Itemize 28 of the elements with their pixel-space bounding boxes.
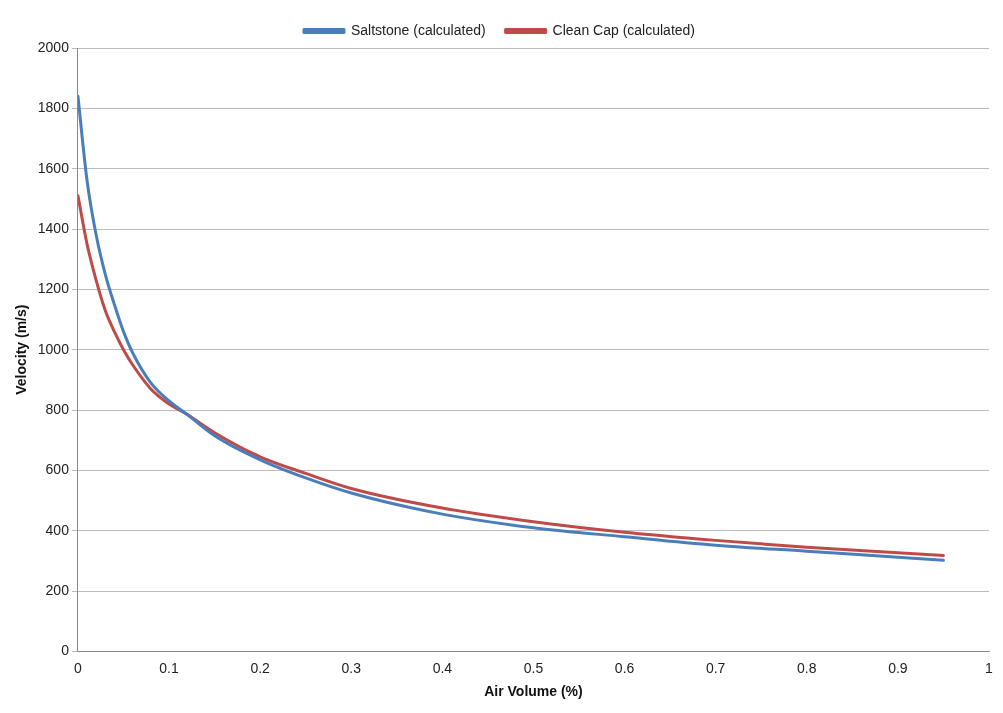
y-tick-label: 1800 [37,99,70,116]
line-series [77,194,945,557]
x-tick-label: 0.6 [614,659,635,676]
y-tick-label: 1400 [37,219,70,236]
y-tick-label: 600 [45,461,70,478]
y-tick-label: 400 [45,521,70,538]
y-tick-label: 800 [45,400,70,417]
x-tick-label: 0.7 [705,659,726,676]
x-tick-label: 0.3 [341,659,362,676]
x-tick-label: 1 [985,659,994,676]
legend-label: Clean Cap (calculated) [552,21,696,38]
x-tick-label: 0.2 [250,659,271,676]
x-tick-label: 0.1 [159,659,179,676]
y-tick-label: 1600 [37,159,70,176]
y-tick-label: 2000 [37,38,70,55]
x-tick-label: 0.4 [432,659,453,676]
y-tick-label: 1000 [37,340,70,357]
x-axis-title: Air Volume (%) [484,683,583,700]
x-tick-label: 0.9 [888,659,908,676]
line-series [77,94,945,562]
x-tick-label: 0.5 [523,659,544,676]
legend-label: Saltstone (calculated) [350,21,486,38]
y-tick-label: 0 [61,642,70,659]
y-axis-title: Velocity (m/s) [13,304,30,395]
x-tick-label: 0 [74,659,83,676]
y-tick-label: 1200 [37,280,70,297]
x-tick-label: 0.8 [797,659,817,676]
y-tick-label: 200 [45,581,70,598]
